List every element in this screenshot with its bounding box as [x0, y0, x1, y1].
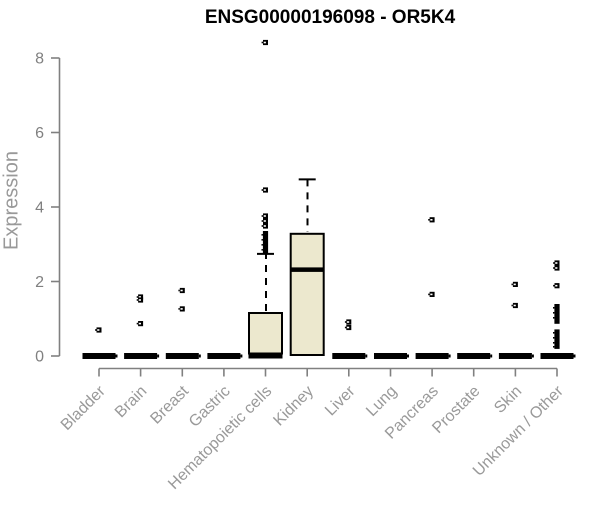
svg-text:Expression: Expression	[1, 151, 23, 250]
svg-text:4: 4	[35, 200, 44, 217]
svg-text:ENSG00000196098 - OR5K4: ENSG00000196098 - OR5K4	[205, 7, 456, 28]
svg-text:2: 2	[35, 274, 44, 291]
svg-text:8: 8	[35, 51, 44, 68]
svg-text:0: 0	[35, 349, 44, 366]
svg-text:6: 6	[35, 125, 44, 142]
